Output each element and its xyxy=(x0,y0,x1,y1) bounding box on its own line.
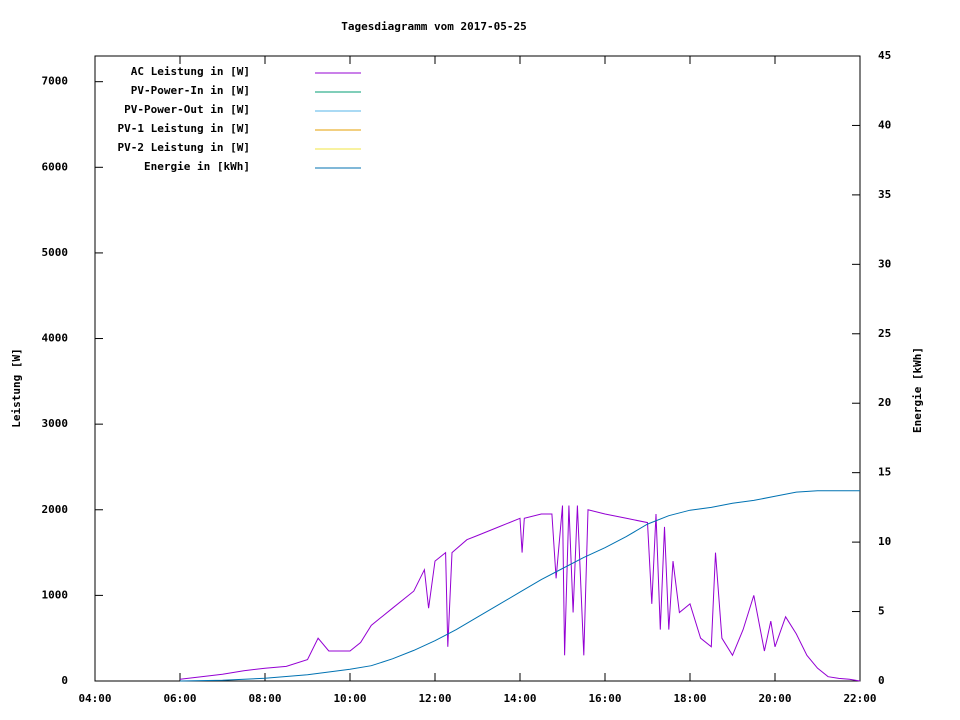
x-tick-label: 06:00 xyxy=(163,692,196,705)
legend-label: PV-2 Leistung in [W] xyxy=(118,141,250,154)
y2-tick-label: 0 xyxy=(878,674,885,687)
x-tick-label: 08:00 xyxy=(248,692,281,705)
chart-title: Tagesdiagramm vom 2017-05-25 xyxy=(341,20,526,33)
legend-label: PV-Power-In in [W] xyxy=(131,84,250,97)
x-tick-label: 20:00 xyxy=(758,692,791,705)
y2-tick-label: 15 xyxy=(878,466,891,479)
y-tick-label: 2000 xyxy=(42,503,69,516)
y2-tick-label: 10 xyxy=(878,535,891,548)
y-tick-label: 3000 xyxy=(42,417,69,430)
plot-frame xyxy=(94,55,861,682)
x-tick-label: 18:00 xyxy=(673,692,706,705)
y-tick-label: 0 xyxy=(61,674,68,687)
y-axis-label: Leistung [W] xyxy=(10,348,23,427)
y2-tick-label: 40 xyxy=(878,118,891,131)
x-tick-label: 14:00 xyxy=(503,692,536,705)
y2-tick-label: 20 xyxy=(878,396,891,409)
legend-label: PV-1 Leistung in [W] xyxy=(118,122,250,135)
y2-tick-label: 5 xyxy=(878,605,885,618)
y2-tick-label: 45 xyxy=(878,49,891,62)
y2-axis-label: Energie [kWh] xyxy=(911,347,924,433)
y-tick-label: 6000 xyxy=(42,160,69,173)
x-tick-label: 04:00 xyxy=(78,692,111,705)
x-tick-label: 22:00 xyxy=(843,692,876,705)
x-tick-label: 10:00 xyxy=(333,692,366,705)
legend-label: Energie in [kWh] xyxy=(144,160,250,173)
y2-tick-label: 25 xyxy=(878,327,891,340)
y-tick-label: 4000 xyxy=(42,332,69,345)
x-tick-label: 12:00 xyxy=(418,692,451,705)
y-tick-label: 1000 xyxy=(42,588,69,601)
x-tick-label: 16:00 xyxy=(588,692,621,705)
y2-tick-label: 30 xyxy=(878,257,891,270)
y-tick-label: 7000 xyxy=(42,75,69,88)
series-line xyxy=(179,490,860,682)
y-tick-label: 5000 xyxy=(42,246,69,259)
series-line xyxy=(179,505,861,682)
legend-label: AC Leistung in [W] xyxy=(131,65,250,78)
y2-tick-label: 35 xyxy=(878,188,891,201)
legend-label: PV-Power-Out in [W] xyxy=(124,103,250,116)
